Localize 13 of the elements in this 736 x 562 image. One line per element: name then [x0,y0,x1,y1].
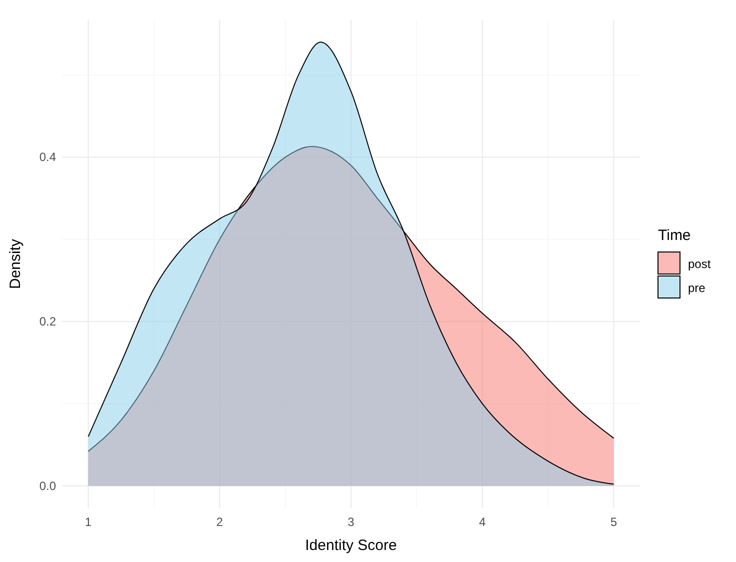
y-tick-label: 0.2 [39,314,56,329]
x-tick-label: 4 [479,515,486,529]
x-tick-label: 2 [216,515,224,529]
x-tick-label: 1 [84,515,92,529]
x-tick-label: 5 [610,515,618,529]
x-tick-label: 3 [348,515,355,529]
y-axis-title: Density [7,238,24,290]
y-tick-label: 0.4 [39,150,56,164]
legend-label: pre [688,281,706,295]
y-tick-label: 0.0 [39,478,56,493]
x-axis-title: Identity Score [305,537,397,554]
legend-title: Time [658,227,691,244]
legend-label: post [688,257,712,271]
